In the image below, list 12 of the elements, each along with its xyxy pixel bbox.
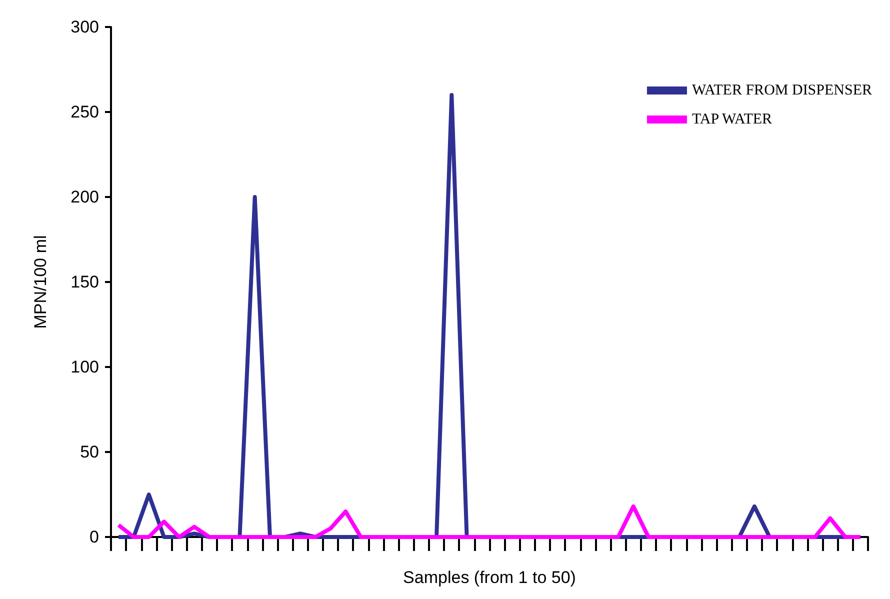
y-tick-label: 50 — [80, 442, 99, 462]
x-axis-title: Samples (from 1 to 50) — [403, 568, 576, 587]
y-tick-label: 100 — [70, 358, 99, 376]
y-axis-title: MPN/100 ml — [31, 235, 50, 329]
legend-label: WATER FROM DISPENSER — [692, 82, 872, 98]
y-tick-label: 0 — [90, 528, 99, 546]
y-tick-label: 200 — [70, 188, 99, 206]
legend-label: TAP WATER — [692, 112, 772, 128]
y-tick-label: 300 — [70, 18, 99, 36]
y-tick-label: 250 — [70, 102, 99, 122]
y-tick-label: 150 — [70, 272, 99, 292]
line-series — [116, 504, 862, 539]
